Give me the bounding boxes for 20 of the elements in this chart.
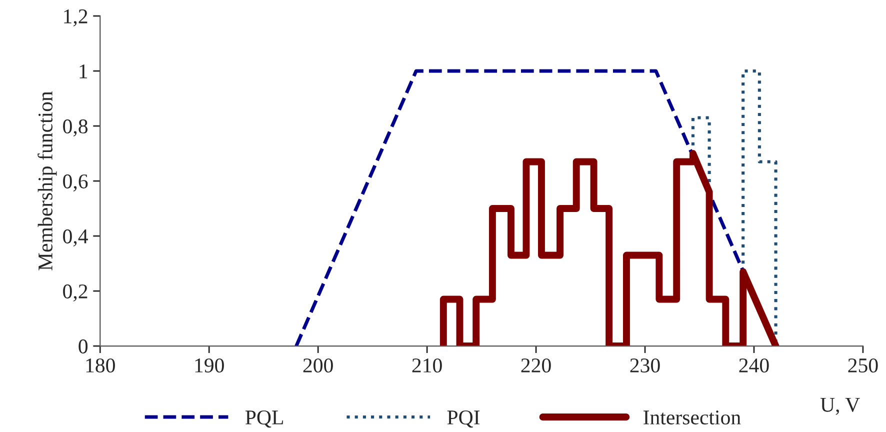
legend-label: PQI (447, 410, 480, 428)
legend-label: Intersection (644, 410, 741, 424)
x-tick-label: 180 (86, 358, 115, 372)
y-tick-label: 0,4 (63, 229, 88, 246)
y-axis-title: Membership function (38, 91, 57, 270)
x-tick-label: 230 (630, 358, 660, 372)
x-tick-label: 240 (739, 358, 769, 372)
y-tick-label: 0,2 (63, 284, 88, 302)
legend-label: PQL (245, 410, 283, 428)
y-tick-label: 1 (80, 64, 88, 78)
x-axis-title: U, V (820, 398, 860, 415)
x-tick-label: 200 (303, 358, 333, 372)
y-tick-label: 0 (78, 339, 88, 354)
y-tick-label: 1,2 (64, 9, 88, 26)
x-tick-label: 210 (412, 358, 442, 372)
x-tick-label: 190 (195, 358, 224, 372)
x-tick-label: 250 (848, 358, 878, 372)
x-tick-label: 220 (521, 358, 551, 372)
y-tick-label: 0,6 (63, 174, 88, 192)
y-tick-label: 0,8 (63, 119, 88, 136)
